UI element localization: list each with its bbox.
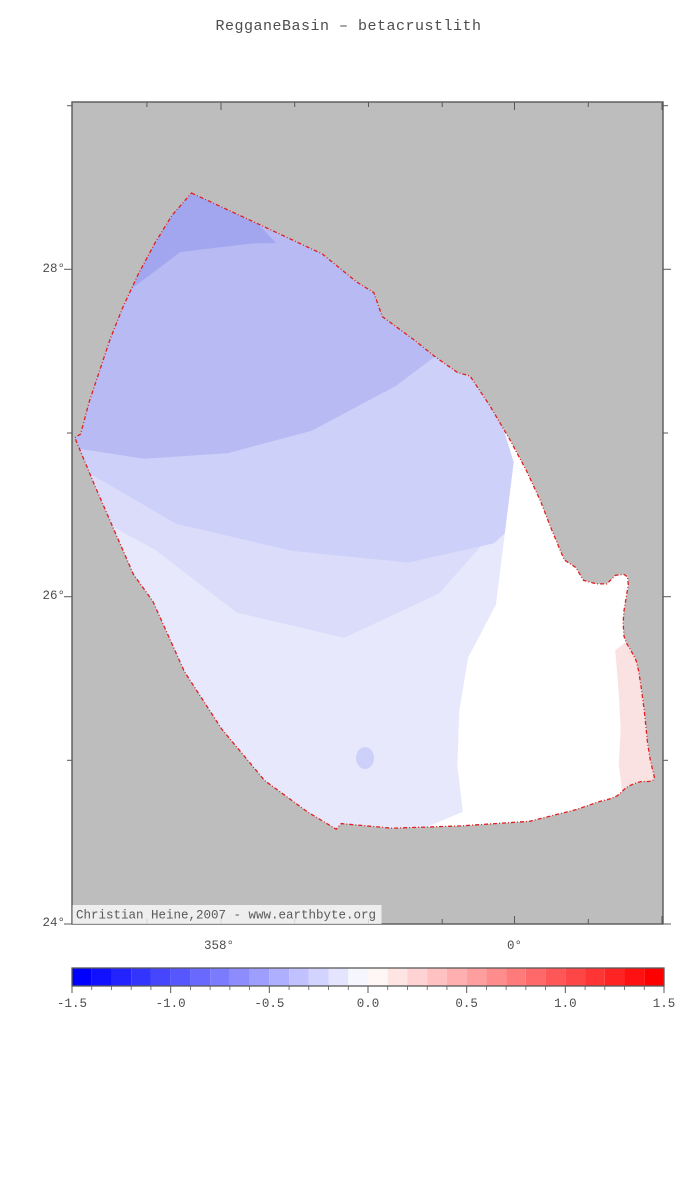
svg-text:0.5: 0.5 — [455, 997, 478, 1011]
svg-text:-1.0: -1.0 — [156, 997, 186, 1011]
svg-text:-1.5: -1.5 — [57, 997, 87, 1011]
svg-text:358°: 358° — [204, 939, 234, 953]
svg-text:1.0: 1.0 — [554, 997, 577, 1011]
svg-text:0.0: 0.0 — [357, 997, 380, 1011]
svg-text:0°: 0° — [507, 939, 522, 953]
svg-text:1.5: 1.5 — [653, 997, 676, 1011]
svg-text:-0.5: -0.5 — [254, 997, 284, 1011]
svg-text:Christian Heine,2007 - www.ear: Christian Heine,2007 - www.earthbyte.org — [76, 909, 376, 923]
